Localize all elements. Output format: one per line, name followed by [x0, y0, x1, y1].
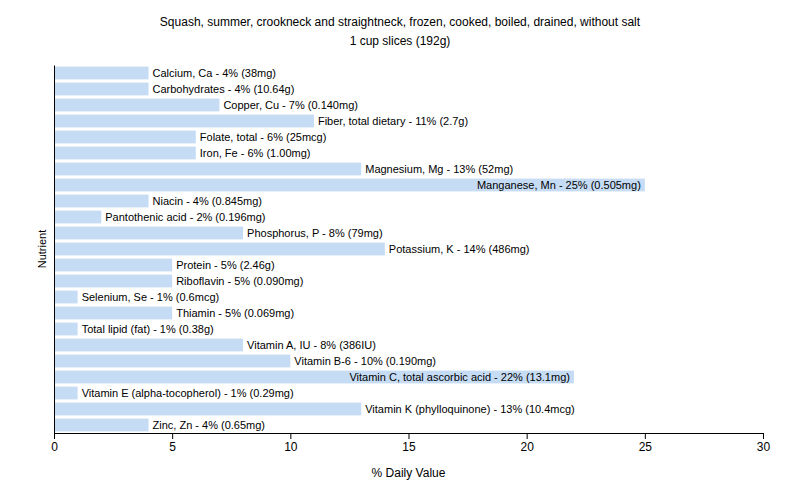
bar-label: Vitamin E (alpha-tocopherol) - 1% (0.29m… — [82, 387, 294, 399]
bar-label: Phosphorus, P - 8% (79mg) — [247, 227, 383, 239]
bar-label: Potassium, K - 14% (486mg) — [389, 243, 530, 255]
bar — [54, 307, 172, 320]
bar-label: Riboflavin - 5% (0.090mg) — [176, 275, 303, 287]
x-tick-label: 15 — [402, 440, 416, 454]
bar-label: Carbohydrates - 4% (10.64g) — [153, 83, 295, 95]
x-tick-label: 20 — [520, 440, 534, 454]
x-tick-label: 0 — [51, 440, 58, 454]
bar-label: Total lipid (fat) - 1% (0.38g) — [82, 323, 214, 335]
bar-label: Copper, Cu - 7% (0.140mg) — [223, 99, 358, 111]
bar-label: Niacin - 4% (0.845mg) — [153, 195, 262, 207]
bar-label: Vitamin K (phylloquinone) - 13% (10.4mcg… — [365, 403, 575, 415]
bar-label: Zinc, Zn - 4% (0.65mg) — [153, 419, 265, 431]
bar — [54, 355, 290, 368]
bar-label: Pantothenic acid - 2% (0.196mg) — [105, 211, 265, 223]
y-axis — [54, 66, 55, 434]
bar-labels: Calcium, Ca - 4% (38mg) Carbohydrates - 4… — [82, 67, 641, 431]
bar — [54, 67, 149, 80]
bar — [54, 115, 314, 128]
bar — [54, 323, 78, 336]
x-tick-mark — [172, 433, 173, 439]
x-tick-mark — [290, 433, 291, 439]
bar — [54, 339, 243, 352]
bar-label: Calcium, Ca - 4% (38mg) — [153, 67, 276, 79]
bar — [54, 211, 101, 224]
bar — [54, 131, 196, 144]
bar — [54, 227, 243, 240]
bar-label: Vitamin C, total ascorbic acid - 22% (13… — [349, 371, 570, 383]
bar-label: Manganese, Mn - 25% (0.505mg) — [477, 179, 641, 191]
bar-label: Thiamin - 5% (0.069mg) — [176, 307, 294, 319]
x-tick-mark — [527, 433, 528, 439]
bar-label: Iron, Fe - 6% (1.00mg) — [200, 147, 311, 159]
bar-label: Magnesium, Mg - 13% (52mg) — [365, 163, 513, 175]
bar — [54, 403, 361, 416]
bar — [54, 195, 149, 208]
title: Squash, summer, crookneck and straightne… — [160, 15, 641, 29]
bar-label: Protein - 5% (2.46g) — [176, 259, 274, 271]
bars — [54, 67, 645, 432]
plot: Calcium, Ca - 4% (38mg) Carbohydrates - 4… — [51, 66, 770, 454]
x-tick-label: 30 — [757, 440, 771, 454]
x-tick: 15 — [402, 433, 416, 454]
y-axis-title: Nutrient — [36, 230, 48, 269]
bar-label: Fiber, total dietary - 11% (2.7g) — [318, 115, 468, 127]
x-tick: 20 — [520, 433, 534, 454]
chart: Squash, summer, crookneck and straightne… — [0, 0, 800, 500]
bar — [54, 147, 196, 160]
x-axis-title: % Daily Value — [372, 466, 446, 480]
bar — [54, 387, 78, 400]
x-tick: 30 — [757, 433, 771, 454]
bar-label: Folate, total - 6% (25mcg) — [200, 131, 327, 143]
x-tick-mark — [409, 433, 410, 439]
x-axis: 0 5 10 15 20 25 30 — [51, 433, 770, 454]
subtitle: 1 cup slices (192g) — [350, 34, 451, 48]
bar — [54, 371, 574, 384]
bar — [54, 163, 361, 176]
x-tick: 5 — [169, 433, 176, 454]
y-axis-line — [54, 66, 55, 434]
bar — [54, 99, 219, 112]
bar — [54, 179, 645, 192]
bar — [54, 259, 172, 272]
x-tick: 25 — [639, 433, 653, 454]
x-tick-label: 5 — [169, 440, 176, 454]
bar-label: Selenium, Se - 1% (0.6mcg) — [82, 291, 220, 303]
bar — [54, 83, 149, 96]
bar — [54, 419, 149, 432]
x-tick-mark — [763, 433, 764, 439]
x-tick-mark — [54, 433, 55, 439]
x-tick: 10 — [284, 433, 298, 454]
x-tick-label: 10 — [284, 440, 298, 454]
x-tick-label: 25 — [639, 440, 653, 454]
x-tick-mark — [645, 433, 646, 439]
bar-label: Vitamin B-6 - 10% (0.190mg) — [294, 355, 436, 367]
x-tick: 0 — [51, 433, 58, 454]
bar — [54, 243, 385, 256]
bar-label: Vitamin A, IU - 8% (386IU) — [247, 339, 376, 351]
bar — [54, 275, 172, 288]
bar — [54, 291, 78, 304]
